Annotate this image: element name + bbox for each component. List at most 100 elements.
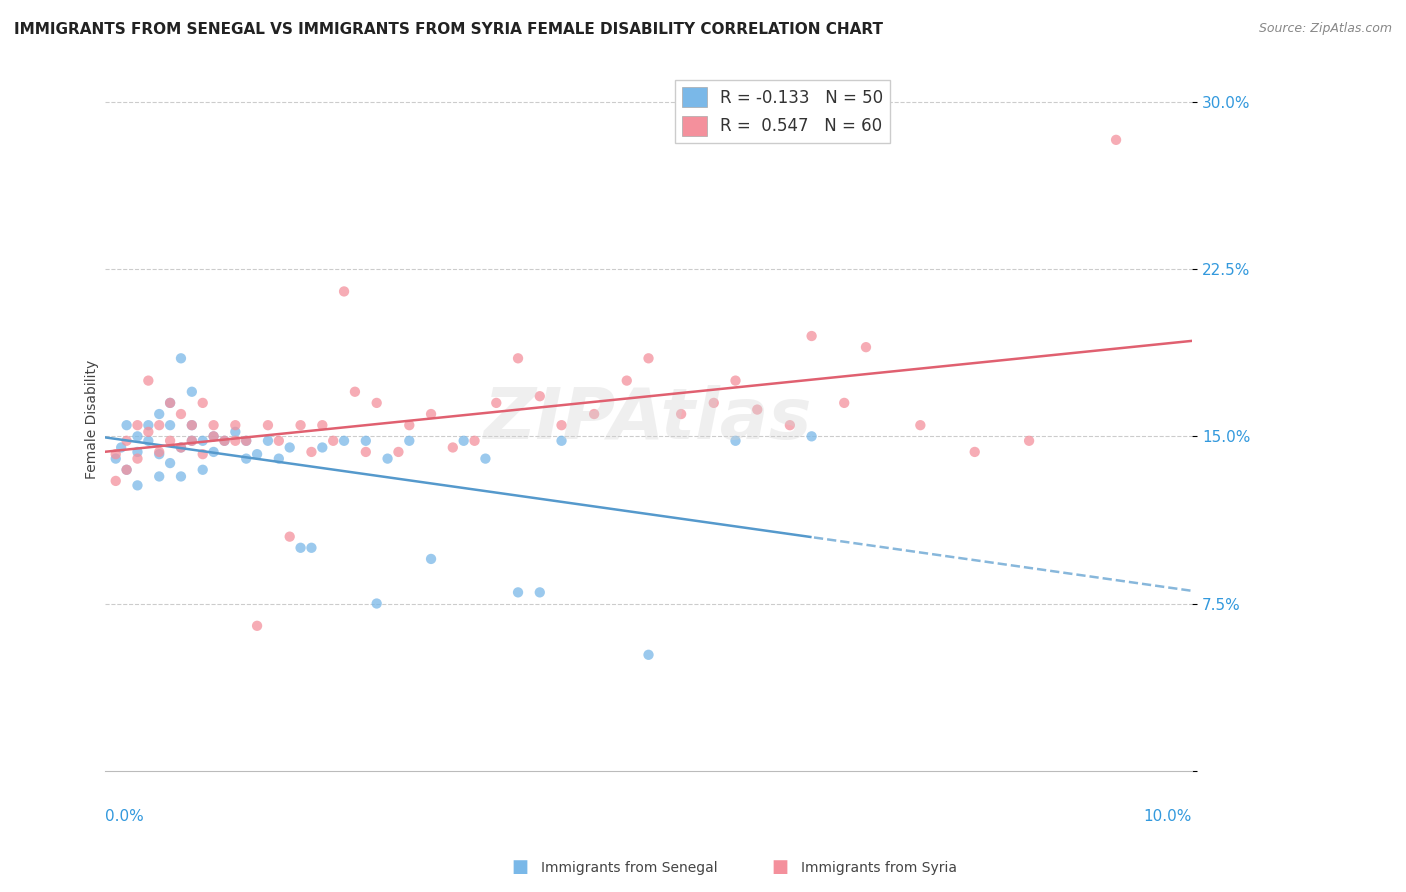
Point	[583, 407, 606, 421]
Point	[311, 441, 333, 455]
Point	[464, 434, 486, 448]
Point	[104, 451, 127, 466]
Point	[127, 445, 149, 459]
Point	[191, 463, 214, 477]
Point	[115, 463, 138, 477]
Point	[529, 389, 551, 403]
Point	[420, 552, 443, 566]
Point	[148, 418, 170, 433]
Point	[148, 445, 170, 459]
Point	[191, 396, 214, 410]
Point	[180, 418, 202, 433]
Point	[202, 418, 225, 433]
Point	[669, 407, 692, 421]
Text: ■: ■	[772, 858, 789, 876]
Point	[159, 396, 181, 410]
Point	[963, 445, 986, 459]
Point	[224, 434, 246, 448]
Point	[170, 441, 193, 455]
Text: ■: ■	[512, 858, 529, 876]
Point	[180, 434, 202, 448]
Point	[354, 445, 377, 459]
Point	[257, 434, 280, 448]
Point	[159, 418, 181, 433]
Point	[214, 434, 236, 448]
Point	[127, 478, 149, 492]
Point	[800, 329, 823, 343]
Point	[159, 396, 181, 410]
Point	[616, 374, 638, 388]
Point	[127, 429, 149, 443]
Point	[138, 434, 160, 448]
Point	[747, 402, 769, 417]
Point	[110, 441, 132, 455]
Point	[1018, 434, 1040, 448]
Point	[127, 451, 149, 466]
Point	[191, 447, 214, 461]
Point	[115, 463, 138, 477]
Point	[202, 429, 225, 443]
Point	[529, 585, 551, 599]
Point	[301, 541, 323, 555]
Text: ZIPAtlas: ZIPAtlas	[484, 385, 813, 454]
Point	[354, 434, 377, 448]
Point	[224, 425, 246, 439]
Point	[387, 445, 409, 459]
Point	[1105, 133, 1128, 147]
Point	[115, 418, 138, 433]
Point	[333, 434, 356, 448]
Point	[202, 429, 225, 443]
Point	[170, 469, 193, 483]
Point	[214, 434, 236, 448]
Point	[278, 441, 301, 455]
Text: 0.0%: 0.0%	[105, 809, 143, 824]
Point	[267, 451, 290, 466]
Point	[366, 396, 388, 410]
Point	[832, 396, 855, 410]
Point	[290, 418, 312, 433]
Point	[343, 384, 366, 399]
Point	[485, 396, 508, 410]
Point	[910, 418, 932, 433]
Point	[311, 418, 333, 433]
Point	[180, 418, 202, 433]
Point	[267, 434, 290, 448]
Point	[453, 434, 475, 448]
Point	[191, 434, 214, 448]
Point	[398, 418, 420, 433]
Point	[104, 447, 127, 461]
Point	[703, 396, 725, 410]
Point	[637, 351, 659, 366]
Point	[138, 418, 160, 433]
Point	[138, 425, 160, 439]
Text: Immigrants from Syria: Immigrants from Syria	[801, 862, 957, 875]
Point	[333, 285, 356, 299]
Point	[127, 418, 149, 433]
Point	[115, 434, 138, 448]
Text: Source: ZipAtlas.com: Source: ZipAtlas.com	[1258, 22, 1392, 36]
Point	[441, 441, 464, 455]
Point	[474, 451, 496, 466]
Point	[224, 418, 246, 433]
Point	[235, 434, 257, 448]
Point	[377, 451, 399, 466]
Point	[322, 434, 344, 448]
Point	[202, 445, 225, 459]
Point	[278, 530, 301, 544]
Point	[246, 619, 269, 633]
Point	[398, 434, 420, 448]
Point	[301, 445, 323, 459]
Point	[148, 407, 170, 421]
Point	[550, 434, 572, 448]
Point	[637, 648, 659, 662]
Point	[506, 351, 529, 366]
Point	[235, 434, 257, 448]
Point	[855, 340, 877, 354]
Point	[170, 407, 193, 421]
Point	[138, 374, 160, 388]
Text: IMMIGRANTS FROM SENEGAL VS IMMIGRANTS FROM SYRIA FEMALE DISABILITY CORRELATION C: IMMIGRANTS FROM SENEGAL VS IMMIGRANTS FR…	[14, 22, 883, 37]
Point	[246, 447, 269, 461]
Point	[724, 434, 747, 448]
Point	[180, 434, 202, 448]
Point	[148, 447, 170, 461]
